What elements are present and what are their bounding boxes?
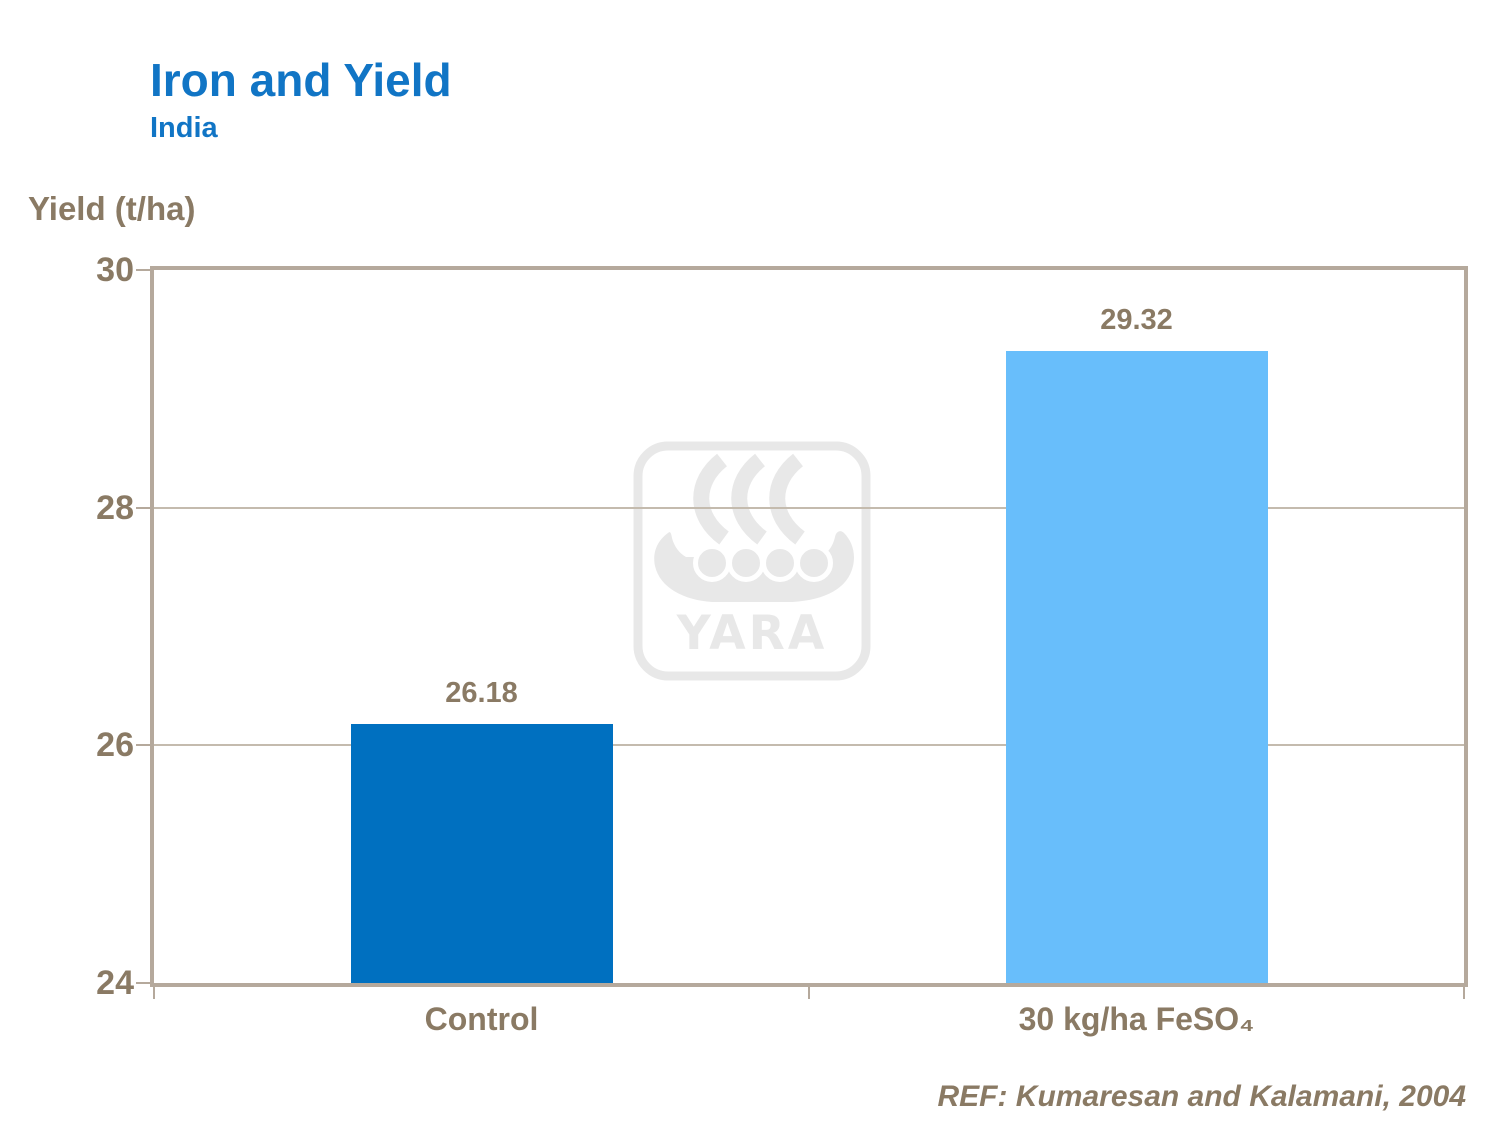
y-tick-label-30: 30 bbox=[96, 251, 134, 289]
title-block: Iron and Yield India bbox=[150, 56, 452, 145]
y-tick-label-26: 26 bbox=[96, 726, 134, 765]
x-category-label-30-kg-ha-feso: 30 kg/ha FeSO₄ bbox=[1018, 1001, 1255, 1037]
y-tick-label-28: 28 bbox=[96, 488, 134, 527]
bar-value-label-30-kg-ha-feso: 29.32 bbox=[1100, 303, 1173, 336]
yara-logo-watermark-icon: YARA bbox=[633, 441, 871, 681]
y-tick-mark-24 bbox=[136, 982, 150, 984]
x-category-label-control: Control bbox=[424, 1001, 539, 1037]
yara-watermark-text: YARA bbox=[676, 606, 827, 661]
gridline-26 bbox=[154, 744, 1464, 747]
bar-value-label-control: 26.18 bbox=[445, 676, 518, 709]
y-tick-mark-26 bbox=[136, 744, 150, 747]
x-tick-mark-0 bbox=[153, 983, 155, 999]
y-tick-label-24: 24 bbox=[96, 964, 134, 1002]
y-tick-mark-28 bbox=[136, 506, 150, 509]
y-axis-title: Yield (t/ha) bbox=[28, 190, 196, 227]
chart-title: Iron and Yield bbox=[150, 54, 452, 106]
footer-reference: REF: Kumaresan and Kalamani, 2004 bbox=[937, 1080, 1466, 1113]
x-tick-mark-2 bbox=[1463, 983, 1465, 999]
y-tick-mark-30 bbox=[136, 269, 150, 271]
bar-30-kg-ha-feso bbox=[1005, 350, 1268, 983]
gridline-28 bbox=[154, 506, 1464, 509]
plot-area: YARA 26.18 29.32 bbox=[150, 266, 1468, 987]
chart-subtitle: India bbox=[150, 112, 218, 145]
x-tick-mark-1 bbox=[808, 983, 810, 999]
bar-control bbox=[350, 723, 613, 983]
